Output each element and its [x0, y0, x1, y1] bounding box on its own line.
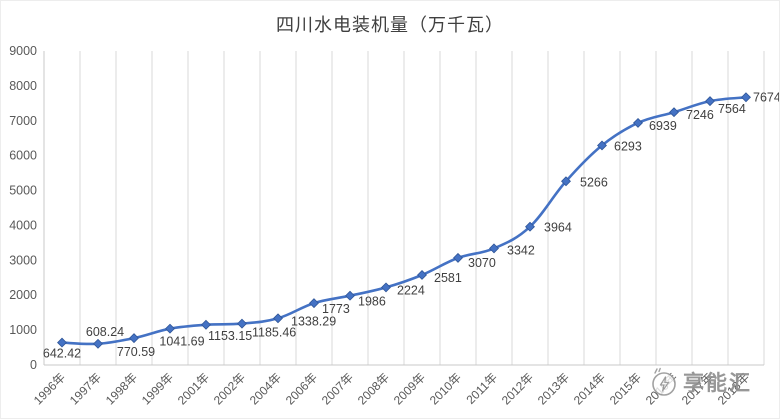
data-point-marker [525, 221, 535, 232]
data-point-marker [93, 338, 103, 349]
x-axis-tick-label: 2006年 [283, 370, 320, 407]
data-point-label: 6939 [649, 119, 677, 133]
x-axis-tick-label: 2014年 [571, 370, 608, 407]
data-point-label: 6293 [614, 139, 642, 153]
data-point-marker [381, 282, 391, 293]
x-axis-tick-label: 2013年 [535, 370, 572, 407]
data-point-marker [345, 290, 355, 301]
data-point-label: 1153.15 [208, 329, 252, 343]
x-axis-tick-label: 2001年 [175, 370, 212, 407]
x-axis-tick-label: 2009年 [391, 370, 428, 407]
data-point-label: 2224 [397, 283, 425, 297]
data-point-label: 1185.46 [252, 326, 296, 340]
data-point-marker [417, 269, 427, 280]
data-point-marker [741, 92, 751, 103]
y-axis-tick-label: 3000 [9, 253, 37, 267]
x-axis-tick-label: 2007年 [319, 370, 356, 407]
y-axis-tick-label: 2000 [9, 288, 37, 302]
data-point-label: 770.59 [117, 345, 155, 359]
data-point-marker [561, 176, 571, 187]
x-axis-tick-label: 2004年 [247, 370, 284, 407]
x-axis-tick-label: 1997年 [67, 370, 104, 407]
data-point-label: 1338.29 [291, 314, 336, 328]
data-point-marker [669, 107, 679, 118]
data-point-marker [57, 337, 67, 348]
data-point-label: 3070 [468, 256, 496, 270]
data-point-label: 642.42 [43, 347, 81, 361]
data-point-label: 2581 [434, 271, 462, 285]
data-point-label: 7674 [753, 90, 780, 104]
x-axis-tick-label: 1998年 [103, 370, 140, 407]
data-point-marker [705, 96, 715, 107]
x-axis-tick-label: 2017年 [679, 370, 716, 407]
x-axis-tick-label: 2016年 [643, 370, 680, 407]
data-point-marker [309, 298, 319, 309]
y-axis-tick-label: 4000 [9, 218, 37, 232]
x-axis-tick-label: 2010年 [427, 370, 464, 407]
data-point-label: 1041.69 [159, 335, 204, 349]
x-axis-tick-label: 2011年 [463, 370, 500, 407]
data-point-label: 7564 [718, 102, 746, 116]
data-point-label: 608.24 [86, 325, 124, 339]
data-point-label: 3964 [544, 221, 572, 235]
data-point-marker [129, 333, 139, 344]
y-axis-tick-label: 0 [30, 358, 37, 372]
data-point-marker [201, 319, 211, 330]
y-axis-tick-label: 9000 [9, 44, 37, 58]
x-axis-tick-label: 2015年 [607, 370, 644, 407]
data-point-marker [453, 252, 463, 263]
data-point-label: 1986 [358, 295, 386, 309]
data-point-label: 3342 [507, 243, 535, 257]
x-axis-tick-label: 2008年 [355, 370, 392, 407]
data-point-marker [489, 243, 499, 254]
data-point-marker [597, 140, 607, 151]
x-axis-tick-label: 2012年 [499, 370, 536, 407]
data-point-marker [273, 313, 283, 324]
data-point-marker [165, 323, 175, 334]
data-point-marker [237, 318, 247, 329]
x-axis-tick-label: 1999年 [139, 370, 176, 407]
y-axis-tick-label: 1000 [9, 323, 37, 337]
data-point-label: 7246 [686, 108, 714, 122]
y-axis-tick-label: 7000 [9, 114, 37, 128]
y-axis-tick-label: 5000 [9, 184, 37, 198]
y-axis-tick-label: 6000 [9, 149, 37, 163]
data-point-marker [633, 117, 643, 128]
x-axis-tick-label: 2002年 [211, 370, 248, 407]
x-axis-tick-label: 1996年 [31, 370, 68, 407]
x-axis-tick-label: 2018年 [715, 370, 752, 407]
y-axis-tick-label: 8000 [9, 79, 37, 93]
data-point-label: 5266 [580, 175, 608, 189]
chart-title: 四川水电装机量（万千瓦） [276, 15, 504, 35]
data-point-label: 1773 [322, 302, 350, 316]
